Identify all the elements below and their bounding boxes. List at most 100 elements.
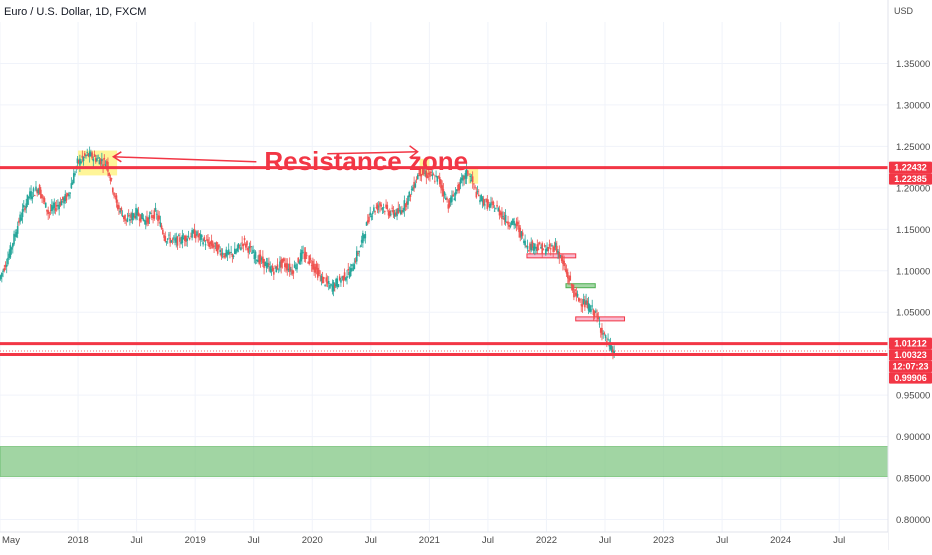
candle-body (409, 194, 412, 197)
candle-body (296, 264, 298, 270)
candle-body (85, 155, 87, 157)
candle-body (218, 244, 220, 248)
candle-body (373, 207, 375, 212)
candle-body (141, 212, 143, 219)
candle-body (343, 272, 346, 280)
candle-body (579, 299, 581, 301)
candle-body (7, 257, 9, 265)
candle-body (181, 235, 184, 243)
candle-body (232, 255, 235, 257)
candle-body (144, 220, 147, 225)
candle-body (397, 208, 400, 214)
candle-body (421, 167, 424, 175)
candle-body (15, 232, 18, 238)
candle-body (13, 233, 15, 245)
candle-body (395, 212, 397, 216)
candle-body (26, 194, 29, 205)
candle-body (87, 153, 90, 157)
candle-body (208, 242, 210, 247)
candle-body (104, 164, 107, 167)
candle-body (190, 236, 192, 238)
candle-body (557, 250, 559, 254)
candle-body (602, 333, 604, 335)
candle-body (210, 240, 213, 246)
candle-body (193, 229, 196, 238)
candle-body (488, 203, 491, 209)
x-axis[interactable]: May 2018 Jul 2019 Jul 2020 Jul 2021 Jul 2022 Jul 20… (0, 531, 888, 550)
candle-body (581, 304, 584, 307)
candle-body (1, 272, 3, 277)
candle-body (246, 241, 248, 246)
candle-body (424, 173, 426, 174)
candle-body (203, 237, 206, 242)
candle-body (185, 235, 187, 243)
candle-body (476, 191, 479, 193)
candle-body (603, 332, 606, 334)
candle-body (251, 252, 253, 254)
candle-body (384, 211, 386, 212)
candle-body (576, 293, 579, 297)
candle-body (202, 242, 204, 245)
candle-body (540, 246, 542, 249)
candle-body (413, 181, 415, 189)
candle-body (123, 215, 125, 220)
candle-body (223, 255, 225, 257)
candle-body (537, 248, 540, 250)
candle-body (298, 261, 301, 265)
candle-body (171, 238, 174, 240)
price-label-badge (889, 337, 932, 350)
candle-body (314, 266, 317, 273)
price-label-badge (889, 173, 932, 185)
x-axis-tick-label: 2022 (536, 535, 557, 546)
candle-body (263, 259, 265, 269)
candle-body (382, 207, 385, 209)
candle-body (133, 215, 136, 218)
candle-body (531, 241, 534, 248)
candle-body (165, 241, 168, 243)
candle-body (18, 220, 20, 223)
candle-body (268, 263, 270, 266)
candle-body (160, 225, 163, 229)
candle-body (559, 255, 562, 257)
candle-body (347, 269, 350, 271)
candle-body (92, 158, 95, 162)
candle-body (54, 208, 57, 211)
candle-body (118, 205, 120, 210)
candle-body (199, 234, 202, 240)
y-axis[interactable]: 1.35000 1.30000 1.25000 1.20000 1.15000 1.100… (887, 0, 932, 550)
candle-body (587, 302, 590, 311)
candle-body (534, 243, 536, 250)
candle-body (412, 187, 414, 191)
candle-body (282, 258, 285, 262)
candle-body (493, 210, 496, 212)
x-axis-tick-label: Jul (716, 535, 728, 546)
candle-body (536, 244, 539, 252)
candle-body (509, 225, 512, 227)
candle-body (114, 195, 117, 197)
candle-body (293, 264, 296, 268)
candle-body (88, 151, 91, 157)
candle-body (271, 265, 274, 272)
candle-body (362, 233, 364, 244)
candle-body (301, 249, 303, 260)
candle-body (518, 225, 520, 233)
candle-body (502, 216, 504, 218)
candle-body (492, 201, 495, 206)
candle-body (613, 350, 615, 354)
candle-body (553, 246, 556, 251)
candle-body (358, 251, 361, 253)
candle-body (563, 260, 565, 267)
candle-body (332, 281, 335, 292)
candle-body (60, 201, 63, 206)
candle-body (154, 207, 157, 211)
candle-body (495, 208, 497, 210)
x-axis-tick-label: Jul (482, 535, 494, 546)
candle-body (496, 205, 498, 207)
candle-body (486, 199, 489, 209)
candle-body (166, 238, 169, 240)
candle-body (318, 269, 320, 275)
candle-body (307, 262, 309, 264)
y-axis-background (888, 0, 932, 550)
